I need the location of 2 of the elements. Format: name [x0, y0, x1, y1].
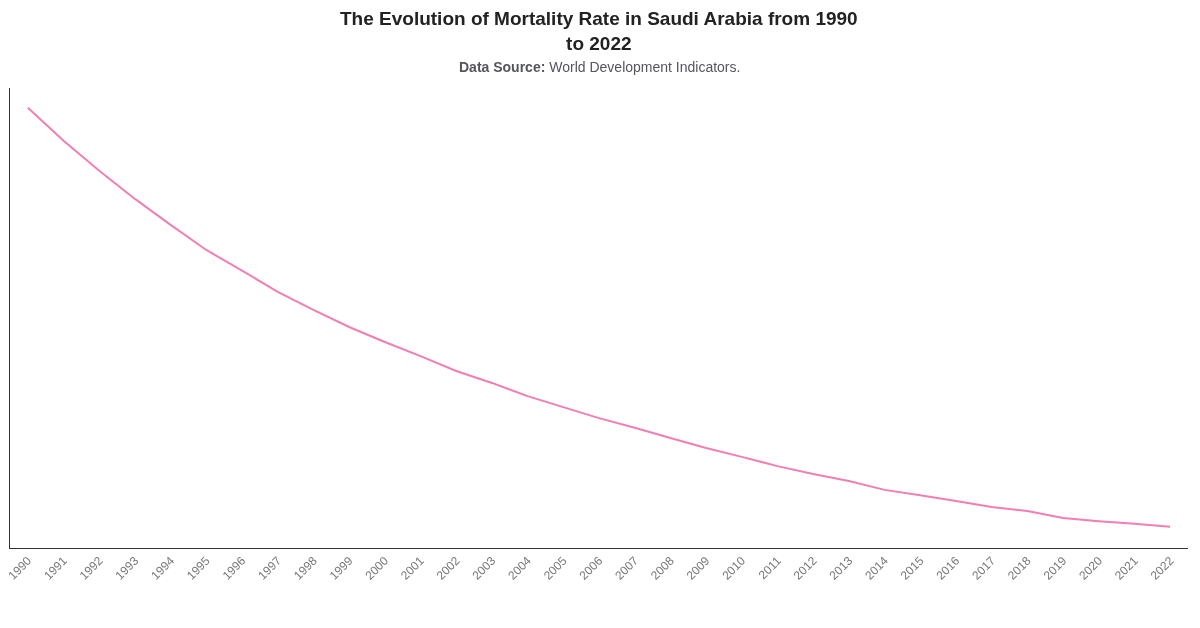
chart-subtitle: Data Source: World Development Indicators.	[459, 59, 741, 75]
chart-title: The Evolution of Mortality Rate in Saudi Arabia from 1990 to 2022	[340, 8, 858, 54]
